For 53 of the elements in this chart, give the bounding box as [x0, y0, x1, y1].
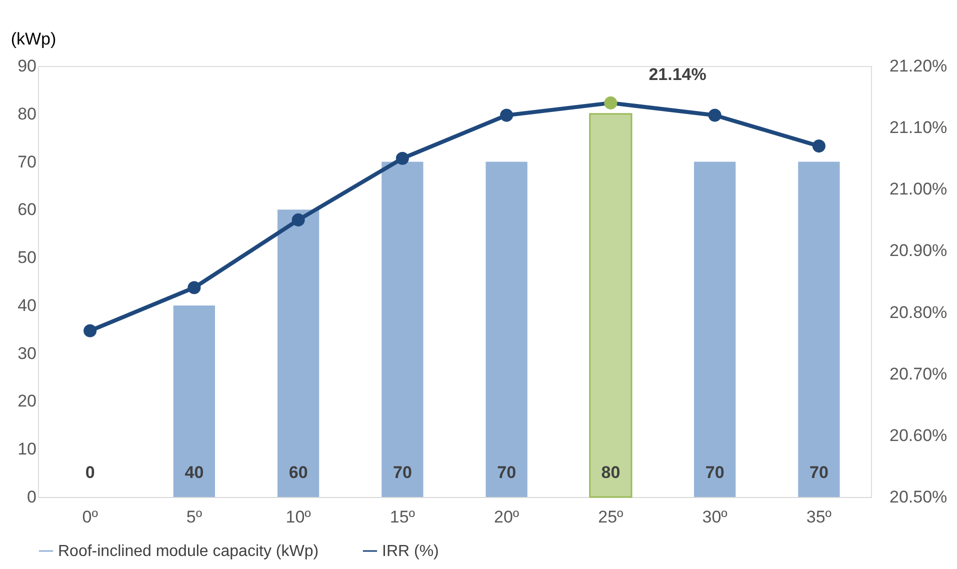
y-tick-label: 70: [18, 152, 36, 172]
bar: [694, 162, 736, 497]
x-tick-label: 30º: [702, 508, 728, 526]
y2-tick-label: 20.60%: [890, 426, 948, 445]
bar: [798, 162, 840, 497]
data-label: 70: [392, 463, 412, 482]
point: [188, 281, 201, 294]
y-axis-title: (kWp): [10, 30, 56, 48]
bar: [382, 162, 424, 497]
x-tick-label: 0º: [82, 508, 98, 526]
point: [396, 152, 409, 165]
y-tick-label: 60: [18, 200, 36, 220]
y2-tick-label: 21.00%: [890, 180, 948, 199]
point: [500, 108, 514, 122]
data-label: 40: [184, 463, 204, 482]
y-tick-label: 40: [18, 296, 36, 315]
y2-tick-label: 20.90%: [890, 241, 948, 260]
point: [812, 140, 826, 153]
y2-tick-label: 21.10%: [890, 118, 948, 138]
y-tick-label: 30: [18, 344, 36, 363]
y2-tick-label: 20.70%: [890, 364, 948, 384]
data-label: 70: [497, 463, 516, 482]
y2-tick-label: 20.80%: [890, 302, 948, 322]
point: [292, 213, 305, 226]
y-tick-label: 0: [27, 488, 36, 506]
y2-tick-label: 21.20%: [890, 56, 948, 76]
data-label: 0: [85, 463, 95, 482]
x-tick-label: 25º: [598, 508, 624, 526]
data-label: 21.14%: [648, 64, 706, 84]
bar: [173, 305, 216, 497]
point: [708, 108, 722, 122]
y-tick-label: 80: [18, 104, 36, 124]
x-tick-label: 35º: [806, 508, 832, 526]
y-tick-label: 50: [18, 248, 36, 268]
data-label: 70: [705, 463, 724, 482]
data-label: 80: [601, 463, 620, 482]
bar: [277, 210, 320, 497]
x-tick-label: 5º: [186, 508, 202, 526]
y-tick-label: 90: [18, 56, 36, 76]
point: [84, 324, 97, 338]
x-tick-label: 15º: [390, 508, 415, 526]
x-tick-label: 10º: [286, 508, 311, 526]
y-tick-label: 20: [18, 392, 36, 411]
legend-label: Roof-inclined module capacity (kWp): [58, 543, 319, 560]
data-label: 60: [288, 463, 308, 482]
x-tick-label: 20º: [494, 508, 520, 526]
legend-label: IRR (%): [382, 543, 439, 560]
y-tick-label: 10: [18, 440, 36, 459]
y2-tick-label: 20.50%: [890, 488, 948, 506]
bar: [589, 113, 632, 498]
bar: [486, 162, 528, 497]
point: [604, 96, 618, 110]
data-label: 70: [809, 463, 828, 482]
